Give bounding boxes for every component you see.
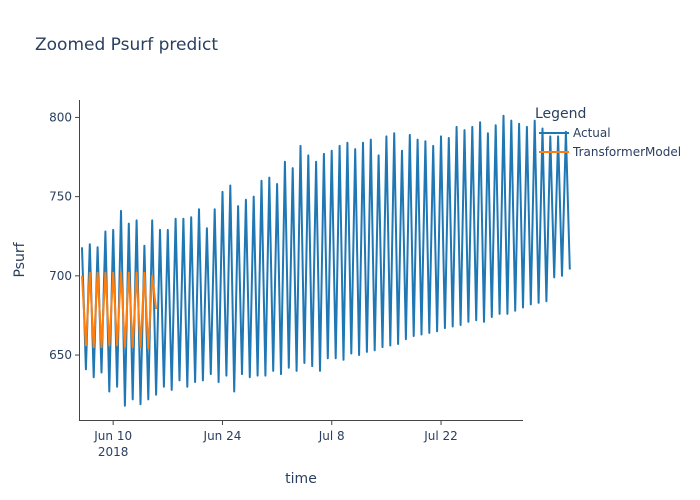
x-tick-label: Jun 24 — [203, 429, 242, 443]
plot-area: 650 700 750 800 Jun 10 2018 Jun 24 Jul 8 Jul 22 — [49, 100, 571, 459]
x-axis-title: time — [285, 471, 317, 487]
x-tick-label: Jul 22 — [423, 429, 458, 443]
legend-title: Legend — [535, 106, 586, 122]
series-line-1 — [81, 271, 158, 350]
legend-item[interactable]: Actual — [539, 126, 611, 140]
legend-items[interactable]: Actual TransformerModel — [539, 126, 681, 159]
x-tick-label: Jun 10 — [93, 429, 132, 443]
legend-label: TransformerModel — [572, 145, 681, 159]
series-lines — [81, 114, 571, 407]
y-tick-label: 800 — [49, 110, 72, 124]
legend[interactable]: Legend Actual TransformerModel — [535, 106, 681, 159]
chart-title: Zoomed Psurf predict — [35, 35, 218, 55]
y-tick-label: 750 — [49, 190, 72, 204]
y-tick-label: 650 — [49, 348, 72, 362]
x-axis-ticks: Jun 10 2018 Jun 24 Jul 8 Jul 22 — [93, 420, 458, 459]
y-axis-title: Psurf — [12, 241, 28, 277]
legend-item[interactable]: TransformerModel — [539, 145, 681, 159]
y-axis-ticks: 650 700 750 800 — [49, 110, 80, 362]
y-tick-label: 700 — [49, 269, 72, 283]
x-tick-label: Jul 8 — [318, 429, 345, 443]
x-tick-sublabel: 2018 — [98, 445, 129, 459]
series-line-0 — [81, 114, 571, 407]
legend-label: Actual — [573, 126, 611, 140]
